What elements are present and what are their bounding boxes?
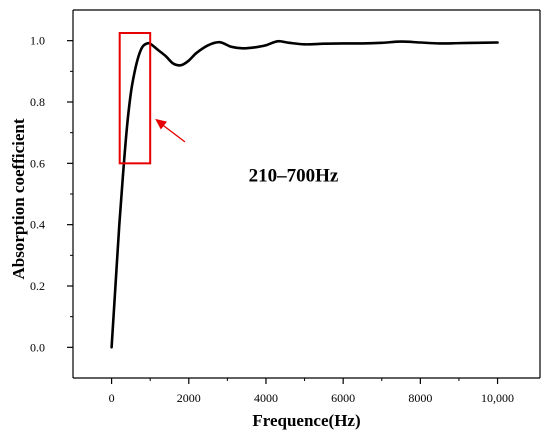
x-tick-label: 8000 [408,391,432,405]
ticks: 0 2000 4000 6000 8000 10,000 0.0 0.2 0.4 0.6 0.8 1.… [30,34,514,405]
arrow-line [160,123,186,143]
x-tick-label: 2000 [177,391,201,405]
arrow-head-icon [155,118,167,130]
absorption-curve [110,39,499,349]
y-tick-label: 0.0 [30,340,45,354]
x-tick-label: 10,000 [481,391,514,405]
frequency-range-label: 210–700Hz [249,166,339,187]
x-tick-label: 4000 [254,391,278,405]
series-layer [110,39,499,349]
x-axis-title: Frequence(Hz) [252,411,360,430]
annotations: 210–700Hz [118,32,339,187]
y-tick-label: 0.4 [30,218,45,232]
highlight-box [118,32,152,165]
x-tick-label: 0 [109,391,115,405]
axes [72,9,541,379]
y-tick-label: 0.8 [30,95,45,109]
y-axis-title: Absorption coefficient [9,118,28,279]
y-tick-label: 1.0 [30,34,45,48]
x-tick-label: 6000 [331,391,355,405]
y-tick-label: 0.2 [30,279,45,293]
y-tick-label: 0.6 [30,156,45,170]
